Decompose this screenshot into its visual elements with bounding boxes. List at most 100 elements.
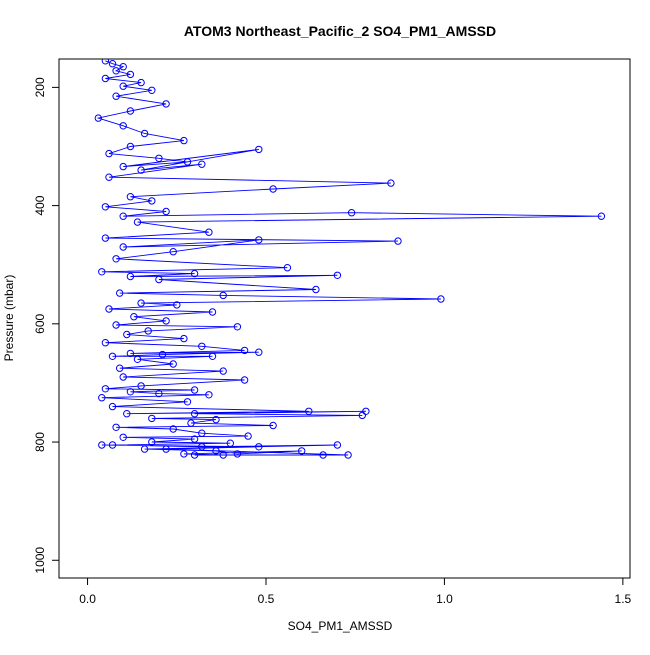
- data-point: [255, 236, 263, 244]
- data-point: [101, 339, 110, 347]
- data-point: [180, 450, 188, 458]
- y-tick-label: 200: [33, 77, 47, 97]
- data-point: [137, 166, 145, 174]
- y-tick-label: 800: [33, 432, 47, 452]
- data-point: [233, 450, 242, 458]
- data-point: [112, 423, 120, 431]
- data-point: [437, 295, 445, 303]
- data-point: [312, 285, 320, 294]
- data-point: [133, 218, 142, 226]
- data-point: [219, 451, 227, 459]
- data-point: [169, 360, 177, 368]
- data-point: [205, 228, 213, 236]
- data-point: [105, 149, 113, 158]
- data-point: [169, 425, 177, 433]
- data-point: [208, 308, 217, 316]
- data-point: [101, 234, 110, 242]
- data-point: [190, 269, 199, 278]
- data-point: [119, 243, 127, 251]
- x-axis-ticks: 0.0 0.5 1.0 1.5: [79, 578, 632, 606]
- data-point: [123, 330, 131, 339]
- chart-title: ATOM3 Northeast_Pacific_2 SO4_PM1_AMSSD: [184, 23, 496, 39]
- data-point: [98, 441, 106, 449]
- data-point: [358, 411, 366, 420]
- data-point: [162, 100, 170, 108]
- data-point: [94, 114, 103, 122]
- data-point: [205, 391, 213, 399]
- data-point: [126, 349, 135, 358]
- data-point: [180, 136, 188, 145]
- data-point: [108, 402, 117, 411]
- data-point: [198, 429, 206, 437]
- data-point: [119, 433, 127, 441]
- x-tick-label: 0.5: [258, 592, 275, 606]
- y-tick-label: 1000: [33, 547, 47, 574]
- data-point: [198, 443, 206, 451]
- data-point: [387, 179, 395, 187]
- data-point: [148, 438, 156, 446]
- data-point: [98, 268, 106, 276]
- data-point: [183, 398, 192, 406]
- data-point: [137, 299, 145, 307]
- data-point: [269, 185, 277, 193]
- series-line: [96, 60, 602, 456]
- data-point: [133, 355, 142, 363]
- data-point: [148, 86, 156, 95]
- data-point: [198, 342, 206, 350]
- data-point: [244, 432, 252, 440]
- data-point: [123, 410, 131, 418]
- data-point: [180, 334, 188, 343]
- data-point: [162, 207, 170, 216]
- data-point: [219, 291, 227, 300]
- data-point: [126, 272, 135, 281]
- data-point: [155, 389, 163, 398]
- x-tick-label: 1.5: [615, 592, 632, 606]
- y-axis-ticks: 200 400 600 800 1000: [33, 77, 59, 574]
- data-point: [333, 271, 342, 279]
- data-point: [148, 197, 156, 205]
- data-point: [333, 441, 342, 449]
- data-point: [126, 388, 135, 396]
- data-point: [116, 364, 124, 372]
- data-point: [119, 373, 127, 381]
- data-point: [597, 212, 606, 220]
- data-point: [101, 59, 110, 65]
- x-axis-label: SO4_PM1_AMSSD: [288, 619, 393, 633]
- data-point: [190, 435, 199, 443]
- data-point: [101, 385, 110, 393]
- data-point: [126, 142, 135, 151]
- x-tick-label: 1.0: [436, 592, 453, 606]
- data-point: [105, 305, 113, 313]
- data-point: [130, 313, 138, 321]
- data-point: [108, 441, 117, 449]
- y-axis-label: Pressure (mbar): [2, 275, 16, 362]
- data-point: [240, 346, 249, 355]
- data-point: [198, 160, 206, 168]
- data-point: [347, 209, 356, 217]
- data-point: [148, 414, 156, 423]
- data-point: [126, 193, 135, 201]
- data-point: [126, 107, 135, 115]
- data-point: [255, 145, 263, 154]
- data-point: [255, 348, 263, 356]
- data-point: [119, 82, 127, 90]
- data-point: [190, 451, 199, 459]
- data-point: [98, 394, 106, 402]
- data-point: [190, 386, 199, 394]
- data-point: [305, 407, 313, 415]
- data-point: [212, 447, 220, 455]
- data-point: [112, 92, 120, 100]
- data-point: [233, 323, 242, 331]
- data-point: [112, 321, 120, 329]
- data-point: [101, 74, 110, 83]
- data-point: [187, 419, 195, 427]
- data-point: [144, 327, 152, 335]
- data-point: [298, 447, 306, 455]
- data-point: [212, 415, 220, 424]
- data-point: [208, 352, 217, 360]
- data-point: [101, 203, 110, 211]
- data-point: [112, 67, 120, 75]
- data-point: [116, 289, 124, 297]
- data-point: [362, 407, 370, 415]
